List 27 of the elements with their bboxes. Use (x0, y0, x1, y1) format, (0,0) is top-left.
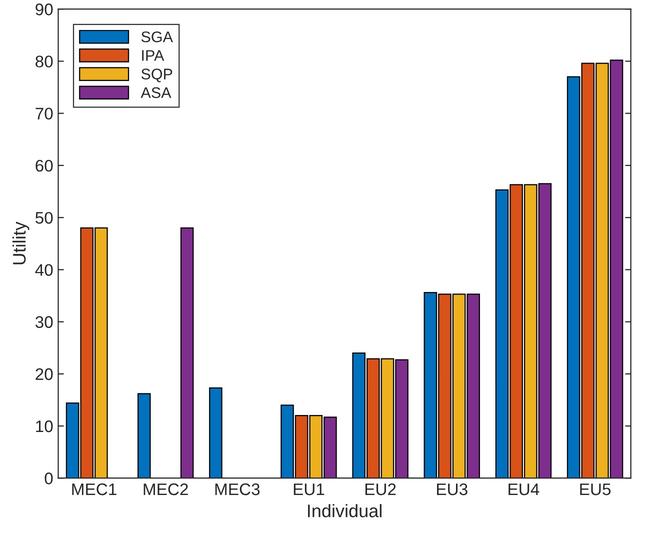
y-tick-label: 20 (36, 368, 53, 380)
y-tick-label: 90 (36, 4, 53, 16)
bar (180, 227, 194, 478)
x-tick-label: EU5 (580, 484, 611, 496)
bar (137, 393, 151, 478)
y-tick-label: 50 (36, 212, 53, 224)
y-tick-label: 60 (36, 160, 53, 172)
y-tick-label: 0 (44, 472, 53, 484)
y-tick-label: 70 (36, 108, 53, 120)
x-tick-label: MEC3 (215, 483, 260, 496)
y-axis-title: Utility (12, 222, 30, 264)
legend-label: IPA (142, 50, 164, 61)
x-axis-title: Individual (308, 504, 382, 518)
x-tick-label: EU1 (294, 484, 324, 496)
x-tick-label: MEC2 (144, 483, 188, 496)
y-tick-label: 10 (36, 420, 53, 432)
x-tick-label: EU2 (365, 483, 396, 496)
legend-label: SGA (141, 31, 173, 42)
legend-label: SQP (141, 68, 172, 82)
x-tick-label: EU4 (508, 484, 540, 496)
bar (209, 387, 222, 478)
y-tick-label: 80 (36, 56, 53, 68)
y-tick-label: 30 (35, 316, 53, 328)
legend-label: ASA (140, 87, 172, 98)
x-tick-label: MEC1 (72, 483, 116, 496)
y-tick-label: 40 (35, 264, 53, 276)
x-tick-label: EU3 (437, 483, 468, 496)
